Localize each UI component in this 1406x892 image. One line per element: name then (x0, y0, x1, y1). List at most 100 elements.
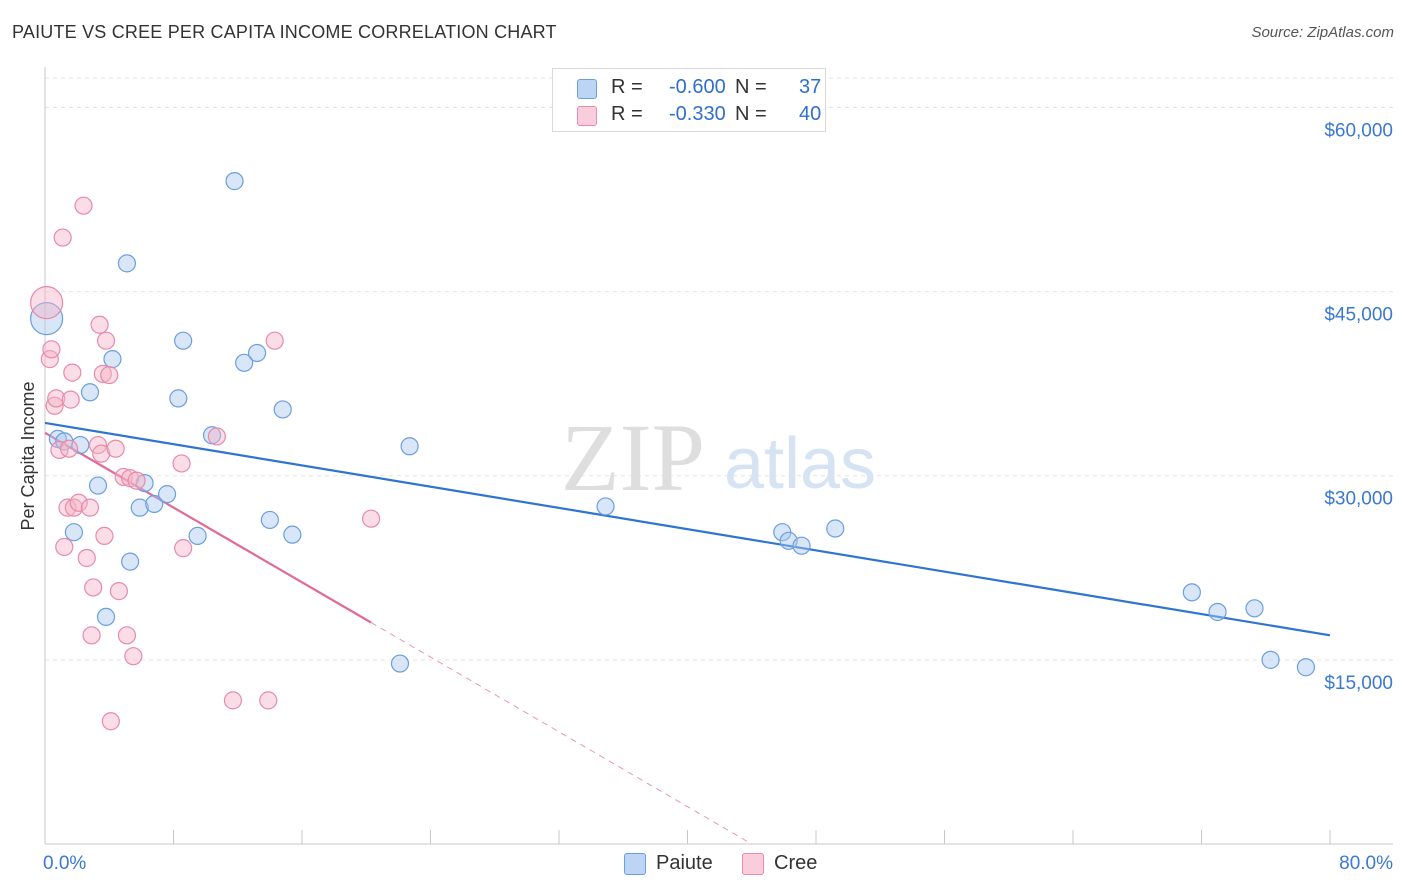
data-point-cree (265, 331, 284, 350)
data-point-cree (106, 439, 125, 458)
data-point-paiute (145, 494, 164, 514)
data-point-cree (30, 286, 64, 320)
data-point-cree (59, 439, 79, 458)
legend-n-value: 37 (799, 76, 822, 98)
watermark-zip: ZIP (561, 404, 705, 511)
data-point-cree (207, 427, 226, 446)
data-point-cree (100, 365, 119, 385)
data-point-paiute (273, 400, 292, 419)
x-tick-label-max: 80.0% (1339, 853, 1393, 874)
source-credit: Source: ZipAtlas.com (1251, 24, 1394, 41)
bottom-legend-label: Paiute (656, 852, 713, 874)
data-point-cree (259, 691, 278, 710)
data-point-paiute (283, 525, 302, 544)
axes (44, 67, 1393, 845)
bottom-legend-swatch-cree (742, 853, 764, 875)
data-point-cree (95, 526, 114, 545)
data-point-cree (96, 331, 116, 350)
data-point-cree (74, 196, 93, 215)
legend-n-value: 40 (799, 103, 822, 125)
legend-r-label: R = (611, 76, 643, 98)
data-point-paiute (1182, 583, 1201, 602)
data-point-paiute (130, 498, 149, 517)
data-point-cree (80, 498, 100, 517)
trend-line-cree (44, 431, 372, 624)
y-tick-label: $45,000 (1324, 305, 1393, 326)
data-point-cree (101, 712, 120, 731)
data-point-cree (93, 364, 112, 383)
data-point-paiute (260, 510, 279, 530)
chart-title: PAIUTE VS CREE PER CAPITA INCOME CORRELA… (12, 22, 557, 42)
data-point-cree (124, 647, 143, 666)
data-point-cree (223, 691, 243, 710)
y-tick-label: $60,000 (1324, 120, 1393, 141)
data-point-paiute (1208, 602, 1227, 622)
data-point-cree (58, 498, 77, 517)
data-point-cree (172, 454, 191, 473)
data-point-paiute (400, 437, 419, 456)
legend-r-value: -0.600 (669, 76, 726, 98)
data-point-paiute (64, 523, 84, 542)
y-axis-title: Per Capita Income (18, 381, 38, 530)
trend-lines (44, 421, 1331, 845)
data-point-paiute (225, 172, 244, 191)
data-point-paiute (188, 526, 207, 545)
data-point-paiute (103, 350, 122, 369)
data-point-paiute (117, 254, 137, 273)
legend-n-label: N = (735, 103, 767, 125)
data-point-paiute (80, 383, 100, 402)
data-point-paiute (792, 536, 811, 555)
data-point-paiute (174, 331, 193, 350)
data-point-cree (127, 471, 146, 490)
legend-r-value: -0.330 (669, 103, 726, 125)
data-point-cree (63, 363, 82, 382)
data-point-cree (69, 493, 88, 512)
legend-r-label: R = (611, 103, 643, 125)
data-point-paiute (1296, 658, 1316, 677)
bottom-legend-label: Cree (774, 852, 818, 874)
data-point-paiute (157, 485, 177, 504)
trend-line-extension-cree (370, 622, 753, 845)
data-point-cree (45, 396, 64, 415)
legend-swatch-paiute (577, 79, 597, 99)
data-point-cree (90, 315, 109, 334)
data-point-paiute (826, 519, 845, 538)
data-point-cree (82, 626, 101, 645)
data-point-cree (92, 444, 111, 463)
correlation-legend: R = -0.600 N = 37 R = -0.330 N = 40 (552, 68, 826, 132)
data-point-paiute (71, 435, 90, 455)
data-point-paiute (390, 654, 410, 673)
x-tick-label-min: 0.0% (43, 853, 86, 874)
data-points (30, 172, 1316, 731)
y-tick-label: $30,000 (1324, 489, 1393, 510)
data-point-cree (174, 539, 193, 558)
data-point-cree (61, 390, 80, 409)
data-point-paiute (169, 389, 188, 408)
data-point-cree (42, 340, 61, 359)
data-point-paiute (121, 552, 140, 571)
data-point-cree (361, 509, 381, 528)
data-point-paiute (247, 343, 267, 363)
legend-n-label: N = (735, 76, 767, 98)
data-point-paiute (235, 353, 254, 372)
watermark-atlas: atlas (724, 424, 876, 504)
data-point-cree (84, 578, 103, 597)
trend-line-paiute (44, 421, 1331, 637)
data-point-paiute (1245, 599, 1264, 618)
data-point-paiute (88, 476, 108, 495)
data-point-cree (55, 537, 74, 557)
data-point-paiute (1261, 650, 1280, 669)
data-point-paiute (596, 497, 615, 516)
data-point-cree (117, 626, 137, 645)
y-tick-label: $15,000 (1324, 673, 1393, 694)
data-point-cree (47, 389, 66, 408)
bottom-legend-swatch-paiute (624, 853, 646, 875)
axis-labels: $15,000 $30,000 $45,000 $60,000 0.0% 80.0% Per… (18, 120, 1393, 874)
data-point-cree (109, 582, 128, 601)
data-point-cree (77, 548, 96, 568)
data-point-cree (53, 228, 72, 247)
legend-swatch-cree (577, 106, 597, 126)
data-point-paiute (96, 607, 116, 627)
data-point-cree (50, 440, 69, 460)
